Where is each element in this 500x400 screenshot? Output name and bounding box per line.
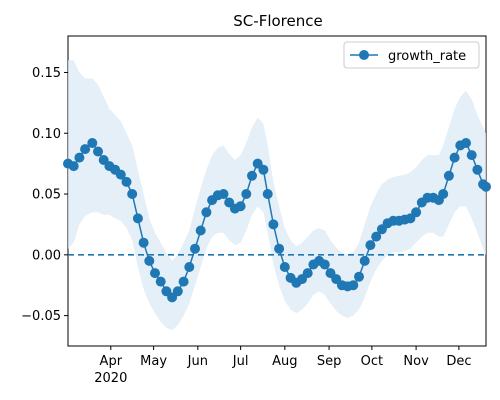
data-point — [279, 262, 290, 272]
y-tick-label: 0.10 — [32, 127, 61, 142]
data-point — [443, 170, 454, 181]
x-tick-label: Oct — [361, 354, 383, 369]
data-point — [184, 262, 195, 272]
confidence-band-layer — [68, 60, 486, 331]
y-tick-label: 0.15 — [32, 66, 61, 81]
data-point — [195, 225, 206, 236]
series-layer — [63, 138, 491, 303]
data-point — [178, 276, 189, 287]
chart-title: SC-Florence — [233, 12, 322, 30]
data-point — [80, 144, 91, 155]
data-point — [411, 207, 422, 218]
data-point — [302, 268, 313, 279]
data-point — [262, 189, 273, 199]
x-tick-label: Dec — [446, 354, 471, 369]
data-point — [93, 146, 103, 157]
data-point — [438, 189, 449, 199]
data-point — [258, 164, 269, 175]
data-point — [155, 276, 166, 287]
data-point — [132, 213, 143, 224]
data-point — [319, 259, 330, 270]
axis-layer: −0.05 0.00 0.05 0.10 0.15 Apr 2020 May Jun Jul Aug… — [21, 66, 471, 386]
data-point — [138, 237, 149, 248]
data-point — [150, 268, 160, 279]
data-point — [190, 243, 200, 254]
x-tick-sublabel: 2020 — [94, 371, 127, 386]
data-point — [127, 189, 138, 199]
data-point — [466, 150, 477, 161]
y-tick-label: 0.00 — [32, 248, 61, 263]
data-point — [461, 138, 471, 148]
data-point — [247, 170, 257, 181]
data-point — [87, 138, 98, 148]
data-point — [218, 189, 229, 199]
legend: growth_rate — [343, 41, 480, 69]
data-point — [274, 243, 285, 254]
data-point — [449, 152, 460, 163]
data-point — [144, 255, 155, 266]
legend-box — [343, 41, 480, 69]
data-point — [235, 201, 246, 212]
x-tick-label: Nov — [403, 354, 429, 369]
data-point — [371, 231, 382, 242]
legend-label: growth_rate — [388, 49, 466, 64]
data-point — [268, 219, 279, 230]
data-point — [365, 240, 376, 251]
x-tick-label: Aug — [272, 354, 297, 369]
x-tick-label: Jul — [232, 354, 249, 369]
x-tick-label: Sep — [317, 354, 342, 369]
data-point — [74, 152, 85, 163]
legend-marker-swatch — [359, 50, 369, 60]
data-point — [68, 161, 79, 172]
data-point — [359, 255, 370, 266]
x-tick-label: Apr — [100, 354, 123, 369]
confidence-band — [68, 60, 486, 331]
data-point — [472, 164, 483, 175]
data-point — [121, 176, 132, 187]
data-point — [201, 207, 212, 218]
data-point — [115, 169, 126, 180]
data-point — [348, 280, 359, 291]
data-point — [172, 286, 183, 297]
data-point — [481, 181, 491, 192]
y-tick-label: 0.05 — [32, 188, 61, 203]
x-tick-label: May — [140, 354, 167, 369]
data-point — [354, 271, 364, 282]
data-point — [241, 189, 252, 199]
y-tick-label: −0.05 — [21, 309, 61, 324]
x-tick-label: Jun — [187, 354, 208, 369]
